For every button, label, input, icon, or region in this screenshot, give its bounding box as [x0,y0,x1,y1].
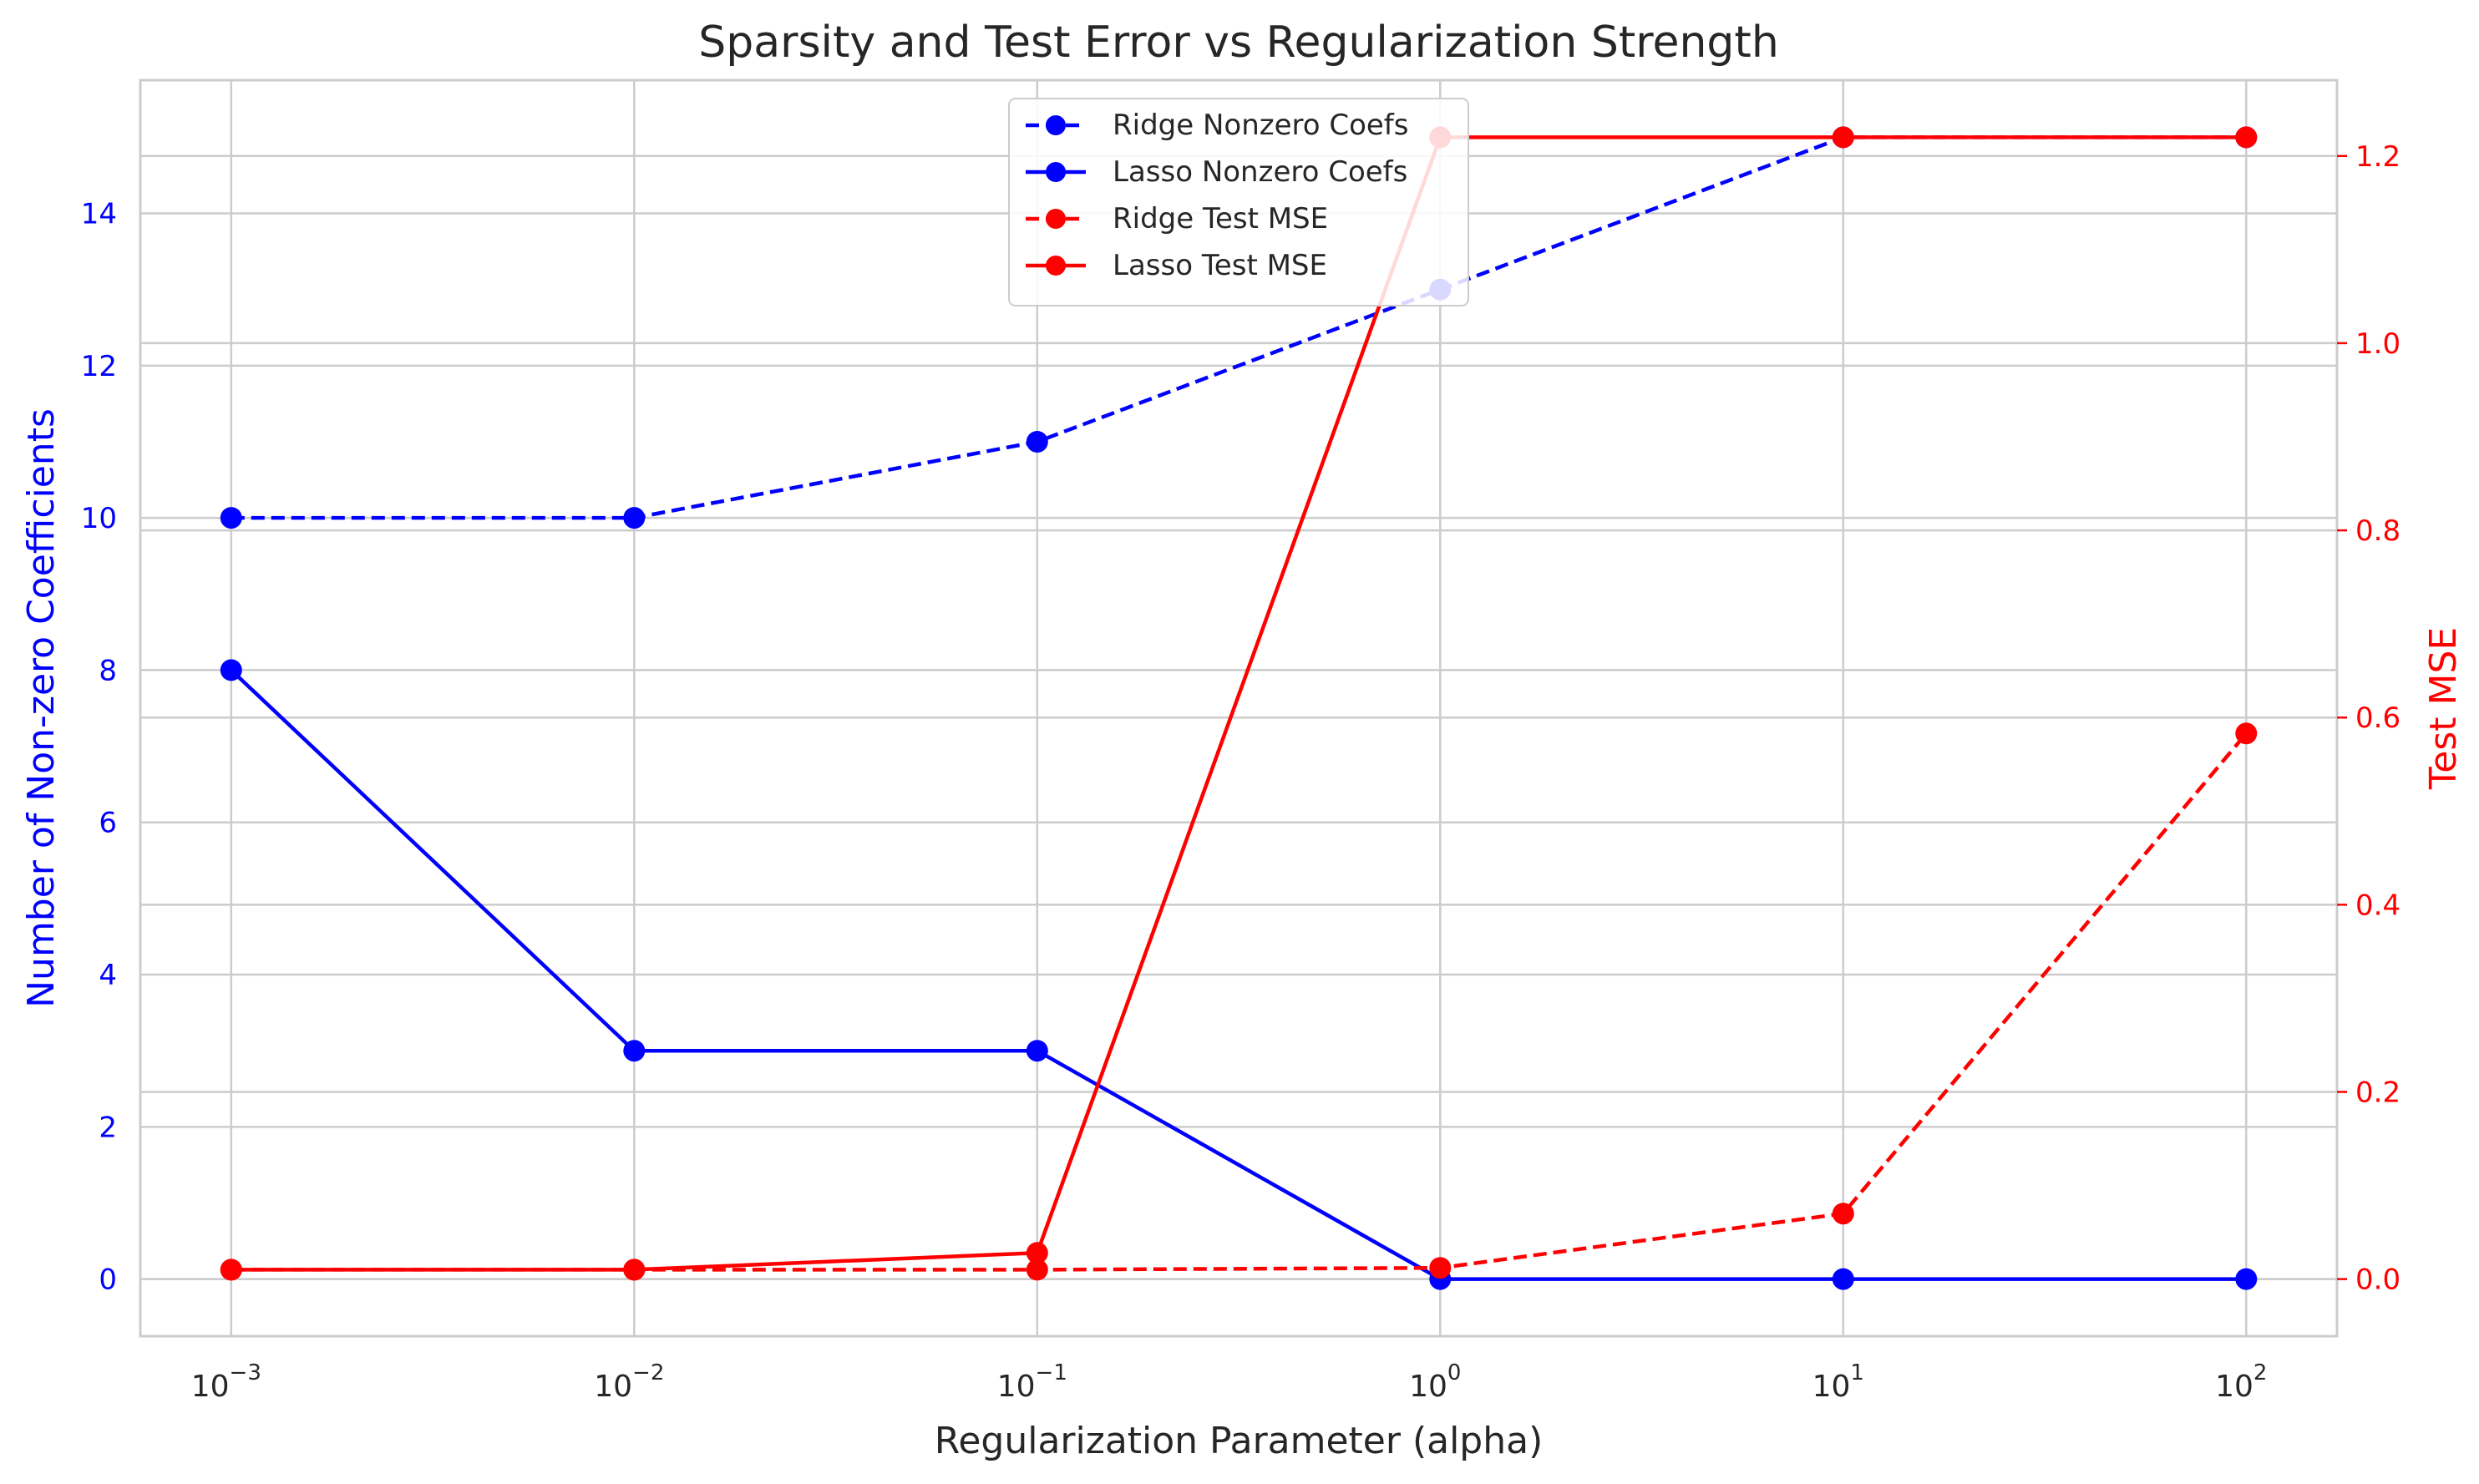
legend-label-ridge-nonzero-coefs: Ridge Nonzero Coefs [1113,109,1409,142]
x-tick-label: 102 [2215,1360,2267,1404]
data-point-lasso-test-mse [623,1259,646,1281]
legend: Ridge Nonzero Coefs Lasso Nonzero Coefs Ri… [1008,98,1469,306]
y-left-tick-label: 0 [99,1264,117,1297]
chart-title: Sparsity and Test Error vs Regularizatio… [698,18,1779,68]
legend-label-lasso-nonzero-coefs: Lasso Nonzero Coefs [1113,155,1407,189]
y-right-tick-label: 0.8 [2355,514,2400,548]
y-right-tick-label: 0.2 [2355,1076,2400,1109]
data-point-lasso-nonzero-coefs [220,659,242,681]
x-tick-exponent: 1 [1850,1360,1864,1385]
x-tick-exponent: 0 [1447,1360,1462,1385]
x-tick-base: 10 [997,1370,1036,1404]
y-left-tick-label: 14 [81,198,117,231]
x-tick-label: 100 [1409,1360,1461,1404]
legend-items: Ridge Nonzero Coefs Lasso Nonzero Coefs Ri… [1026,109,1409,282]
x-tick-base: 10 [191,1370,230,1404]
data-point-ridge-nonzero-coefs [623,507,646,529]
data-point-ridge-test-mse [1832,1203,1854,1225]
y-left-tick-label: 2 [99,1111,117,1144]
data-point-lasso-nonzero-coefs [623,1040,646,1062]
y-right-tick-label: 0.0 [2355,1264,2400,1297]
data-point-ridge-test-mse [2235,722,2258,745]
data-point-ridge-test-mse [1026,1259,1048,1281]
x-tick-base: 10 [2215,1370,2253,1404]
x-tick-exponent: −3 [230,1360,261,1385]
y-left-tick-label: 6 [99,807,117,840]
data-point-lasso-test-mse [1026,1242,1048,1264]
data-point-lasso-test-mse [2235,126,2258,149]
data-point-ridge-test-mse [1429,1257,1452,1279]
legend-marker-ridge-test-mse [1046,209,1066,229]
y-left-tick-label: 8 [99,654,117,687]
series-line-lasso-nonzero-coefs [230,668,2247,1281]
y-left-tick-label: 10 [81,502,117,535]
data-point-lasso-test-mse [220,1259,242,1281]
data-point-ridge-nonzero-coefs [220,507,242,529]
legend-box [1008,98,1469,306]
data-point-ridge-nonzero-coefs [1026,431,1048,453]
x-tick-label: 101 [1812,1360,1864,1404]
y-left-tick-label: 12 [81,350,117,383]
series-line-ridge-nonzero-coefs [231,135,2247,520]
y-right-tick-label: 1.0 [2355,327,2400,361]
data-point-lasso-nonzero-coefs [1832,1268,1854,1290]
data-point-lasso-nonzero-coefs [2235,1268,2258,1290]
x-tick-label: 10−2 [594,1360,664,1404]
data-point-lasso-nonzero-coefs [1026,1040,1048,1062]
x-tick-label: 10−1 [997,1360,1067,1404]
x-tick-exponent: 2 [2253,1360,2268,1385]
x-axis-label: Regularization Parameter (alpha) [935,1420,1544,1462]
legend-label-ridge-test-mse: Ridge Test MSE [1113,202,1328,236]
legend-label-lasso-test-mse: Lasso Test MSE [1113,249,1327,282]
plot-frame [139,79,2339,1338]
x-tick-base: 10 [594,1370,632,1404]
x-tick-base: 10 [1812,1370,1851,1404]
tick-layer: 10−3 10−2 10−1 100 101 102024681012140.00.20.… [81,140,2400,1404]
y-left-tick-label: 4 [99,959,117,992]
x-tick-label: 10−3 [191,1360,261,1404]
data-point-lasso-test-mse [1832,126,1854,149]
y-right-tick-label: 0.6 [2355,701,2400,735]
x-tick-base: 10 [1409,1370,1447,1404]
legend-marker-lasso-nonzero-coefs [1046,162,1066,182]
x-tick-exponent: −2 [632,1360,664,1385]
series-layer [220,126,2258,1290]
y-axis-left-label: Number of Non-zero Coefficients [20,408,63,1008]
y-right-tick-label: 0.4 [2355,889,2400,922]
series-line-ridge-test-mse [231,732,2248,1272]
legend-marker-ridge-nonzero-coefs [1046,115,1066,135]
legend-marker-lasso-test-mse [1046,256,1066,276]
y-axis-right-label: Test MSE [2422,627,2465,790]
x-tick-exponent: −1 [1036,1360,1067,1385]
y-right-tick-label: 1.2 [2355,140,2400,174]
series-line-lasso-test-mse [231,135,2247,1272]
